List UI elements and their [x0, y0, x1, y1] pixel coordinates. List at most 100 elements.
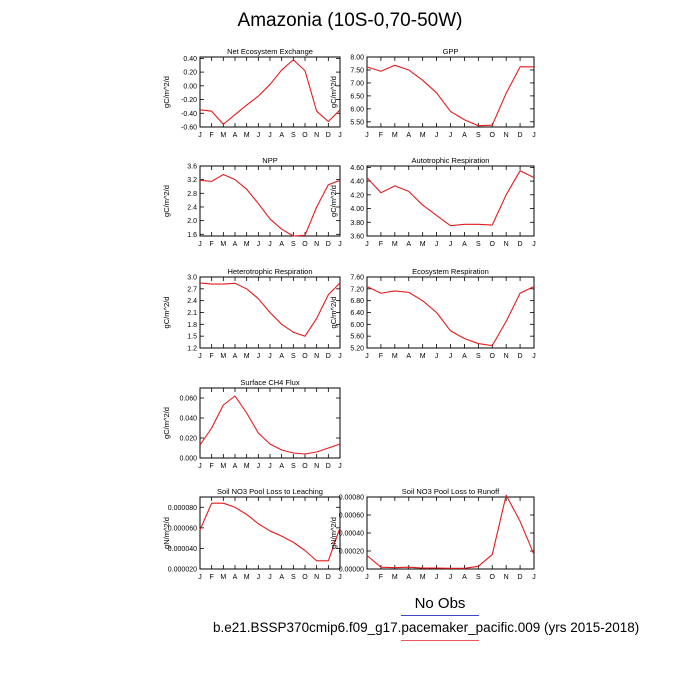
- y-tick-label: 1.8: [187, 322, 197, 329]
- y-axis-label: gN/m^2/d: [162, 517, 171, 549]
- x-tick-label: A: [279, 463, 284, 470]
- x-tick-label: M: [244, 353, 250, 360]
- x-tick-label: J: [449, 353, 453, 360]
- x-tick-label: J: [449, 241, 453, 248]
- y-tick-label: 2.7: [187, 286, 197, 293]
- y-axis-label: gC/m^2/d: [329, 76, 338, 108]
- x-tick-label: M: [420, 574, 426, 581]
- x-tick-label: A: [462, 574, 467, 581]
- x-tick-label: J: [365, 241, 369, 248]
- x-tick-label: S: [291, 353, 296, 360]
- panel-surface-ch4-flux: Surface CH4 Flux gC/m^2/d 0.060 0.040 0.020 0…: [162, 378, 342, 470]
- series-line: [199, 59, 341, 125]
- y-tick-label: 7.00: [350, 80, 364, 87]
- x-tick-label: S: [476, 574, 481, 581]
- x-tick-label: J: [365, 132, 369, 139]
- panel-heterotrophic-respiration: Heterotrophic Respiration gC/m^2/d 3.0 2.7 2…: [162, 267, 342, 360]
- y-tick-label: 2.0: [187, 218, 197, 225]
- x-tick-label: S: [291, 132, 296, 139]
- y-tick-label: 2.4: [187, 298, 197, 305]
- x-tick-label: J: [365, 353, 369, 360]
- x-tick-label: O: [490, 241, 496, 248]
- x-tick-label: J: [257, 463, 261, 470]
- x-tick-label: J: [338, 463, 342, 470]
- y-tick-label: 2.1: [187, 310, 197, 317]
- y-tick-label: 0.000060: [168, 525, 197, 532]
- y-axis-label: gC/m^2/d: [329, 297, 338, 329]
- y-tick-label: 6.00: [350, 106, 364, 113]
- panel-autotrophic-respiration: Autotrophic Respiration gC/m^2/d 4.60 4.40 4…: [329, 156, 536, 248]
- series-line: [366, 64, 534, 127]
- x-tick-label: F: [210, 241, 214, 248]
- panel-ecosystem-respiration: Ecosystem Respiration gC/m^2/d 7.60 7.20 6.8…: [329, 267, 536, 360]
- x-tick-label: N: [314, 132, 319, 139]
- panel-title: GPP: [443, 47, 459, 56]
- x-tick-label: N: [504, 132, 509, 139]
- x-tick-label: A: [462, 132, 467, 139]
- y-tick-label: -0.60: [181, 125, 197, 132]
- y-tick-label: 0.00000: [339, 567, 364, 574]
- x-tick-label: J: [338, 574, 342, 581]
- panel-soil-no3-pool-loss-to-runoff: Soil NO3 Pool Loss to RunoffgN/m^2/d0.00…: [329, 487, 536, 581]
- x-tick-label: M: [244, 574, 250, 581]
- x-tick-label: F: [210, 353, 214, 360]
- x-tick-label: M: [220, 241, 226, 248]
- panel-title: Surface CH4 Flux: [240, 378, 299, 387]
- panel-title: Heterotrophic Respiration: [227, 267, 312, 276]
- series-line: [199, 282, 341, 337]
- x-tick-label: A: [233, 353, 238, 360]
- x-tick-label: J: [435, 132, 439, 139]
- x-tick-label: A: [406, 132, 411, 139]
- x-tick-label: J: [338, 241, 342, 248]
- plot-frame: [366, 276, 535, 349]
- x-tick-label: J: [268, 353, 272, 360]
- x-tick-label: A: [462, 241, 467, 248]
- x-tick-label: F: [210, 132, 214, 139]
- x-tick-label: D: [326, 353, 331, 360]
- x-tick-label: J: [268, 241, 272, 248]
- plot-frame: [366, 56, 535, 128]
- x-tick-label: M: [392, 574, 398, 581]
- x-tick-label: N: [314, 463, 319, 470]
- panel-title: NPP: [262, 156, 277, 165]
- x-tick-label: M: [392, 241, 398, 248]
- series-line: [199, 502, 341, 562]
- y-tick-label: 0.000080: [168, 505, 197, 512]
- x-tick-label: J: [435, 241, 439, 248]
- x-tick-label: J: [198, 132, 202, 139]
- y-tick-label: 0.020: [179, 436, 197, 443]
- x-tick-label: M: [392, 353, 398, 360]
- x-tick-label: M: [392, 132, 398, 139]
- x-tick-label: D: [326, 463, 331, 470]
- panel-title: Net Ecosystem Exchange: [227, 47, 313, 56]
- x-tick-label: O: [302, 132, 308, 139]
- x-tick-label: J: [338, 132, 342, 139]
- x-tick-label: A: [462, 353, 467, 360]
- y-tick-label: 7.50: [350, 67, 364, 74]
- x-tick-label: D: [326, 241, 331, 248]
- y-tick-label: 0.000: [179, 456, 197, 463]
- x-tick-label: M: [244, 463, 250, 470]
- x-tick-label: J: [449, 574, 453, 581]
- x-tick-label: D: [518, 353, 523, 360]
- y-tick-label: 4.20: [350, 192, 364, 199]
- legend-title: No Obs: [414, 595, 466, 612]
- x-tick-label: D: [326, 574, 331, 581]
- x-tick-label: A: [233, 132, 238, 139]
- x-tick-label: M: [220, 353, 226, 360]
- x-tick-label: F: [379, 241, 383, 248]
- y-tick-label: 2.8: [187, 191, 197, 198]
- x-tick-label: A: [233, 574, 238, 581]
- series-line: [366, 170, 535, 227]
- y-tick-label: 4.00: [350, 206, 364, 213]
- x-tick-label: F: [379, 574, 383, 581]
- x-tick-label: S: [291, 574, 296, 581]
- y-tick-label: 1.6: [187, 232, 197, 239]
- x-tick-label: M: [244, 132, 250, 139]
- y-tick-label: 3.0: [187, 275, 197, 282]
- x-tick-label: J: [257, 132, 261, 139]
- x-tick-label: O: [302, 241, 308, 248]
- x-tick-label: O: [490, 353, 496, 360]
